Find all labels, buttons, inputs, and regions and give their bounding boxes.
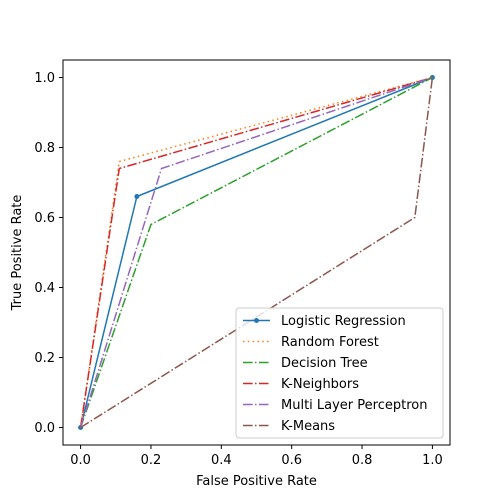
x-tick-label: 1.0 — [422, 453, 443, 468]
legend-label: Multi Layer Perceptron — [281, 398, 427, 413]
legend-label: Decision Tree — [281, 356, 368, 371]
legend-label: Random Forest — [281, 335, 379, 350]
series-line-decision-tree — [79, 76, 433, 428]
legend-box — [235, 307, 444, 439]
legend-label: K-Neighbors — [281, 377, 359, 392]
x-tick-label: 0.4 — [211, 453, 232, 468]
legend-label: Logistic Regression — [281, 314, 406, 329]
y-tick-label: 0.2 — [34, 351, 55, 366]
y-axis-label: True Positive Rate — [10, 195, 25, 312]
x-tick-label: 0.0 — [70, 453, 91, 468]
x-axis-ticks: 0.0 0.2 0.4 0.6 0.8 1.0 — [70, 445, 443, 468]
y-tick-label: 0.0 — [34, 421, 55, 436]
series-line-random-forest — [79, 76, 433, 428]
y-axis-ticks: 0.0 0.2 0.4 0.6 0.8 1.0 — [34, 71, 63, 436]
series-line-multi-layer-perceptron — [79, 76, 433, 428]
axes-frame — [62, 59, 451, 446]
y-tick-label: 1.0 — [34, 71, 55, 86]
legend-swatch-marker — [254, 318, 259, 323]
series-point — [134, 194, 140, 199]
series-line-k-neighbors — [79, 76, 433, 428]
x-tick-label: 0.8 — [352, 453, 373, 468]
series-line-k-means — [80, 77, 434, 429]
x-tick-label: 0.2 — [141, 453, 162, 468]
series-layer — [78, 75, 435, 430]
y-tick-label: 0.4 — [34, 281, 55, 296]
x-tick-label: 0.6 — [281, 453, 302, 468]
legend-label: K-Means — [281, 419, 335, 434]
legend: Logistic Regression Random Forest Decision… — [235, 307, 444, 439]
y-tick-label: 0.6 — [34, 211, 55, 226]
y-tick-label: 0.8 — [34, 141, 55, 156]
x-axis-label: False Positive Rate — [196, 474, 317, 489]
